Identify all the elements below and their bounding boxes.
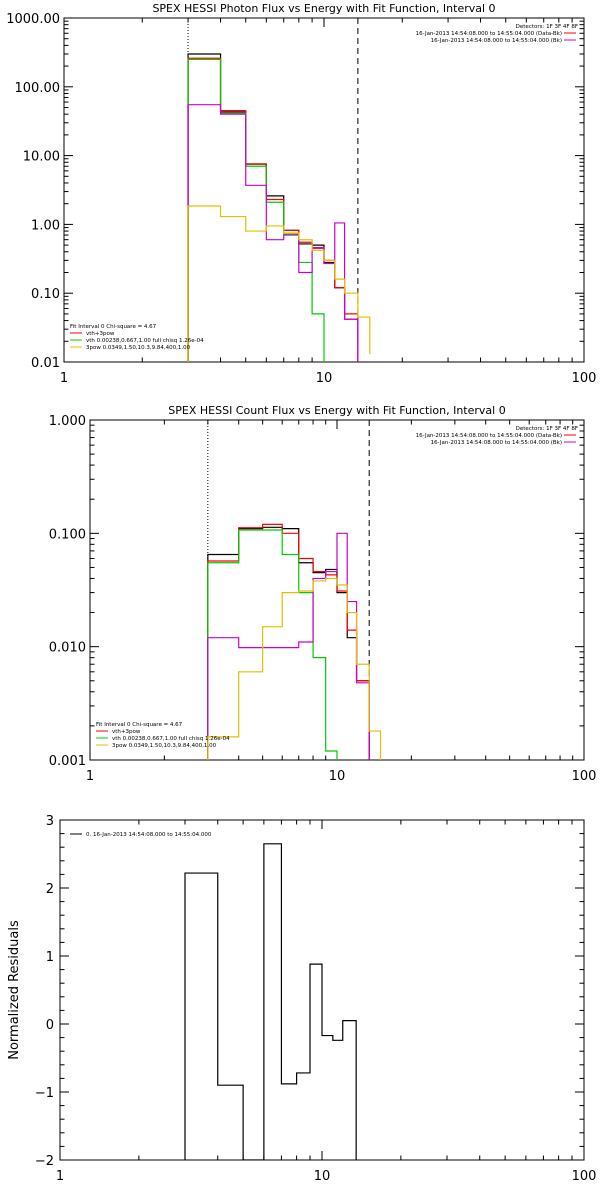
y-tick-label: 2 [46,882,54,897]
fit-interval-label: Fit Interval 0 Chi-square = 4.67 [96,722,183,728]
y-tick-label: 1 [46,950,54,965]
x-tick-label: 100 [572,769,597,784]
series-step-line-2 [207,523,370,760]
y-axis-label: Normalized Residuals [7,920,22,1060]
legend-left-entry: 3pow 0.0349,1.50,10.3,9.84,400,1.00 [112,743,217,749]
y-tick-label: −1 [35,1086,54,1101]
x-tick-label: 10 [329,769,346,784]
y-tick-label: 3 [46,814,54,829]
y-tick-label: 100.00 [15,81,61,96]
series-step-line-5 [187,205,371,362]
fit-interval-label: Fit Interval 0 Chi-square = 4.67 [70,324,157,330]
legend-right-entry: 16-Jan-2013 14:54:08.000 to 14:55:04.000… [431,38,562,44]
series-step-line-2 [187,57,359,362]
x-tick-label: 100 [572,1169,597,1184]
legend-left-entry: 3pow 0.0349,1.50,10.3,9.84,400,1.00 [86,345,191,351]
y-tick-label: 1.000 [49,414,86,429]
x-tick-label: 1 [86,769,94,784]
x-tick-label: 10 [316,371,333,386]
chart-title: SPEX HESSI Photon Flux vs Energy with Fi… [152,2,495,15]
chart-panel-2: SPEX HESSI Count Flux vs Energy with Fit… [49,404,597,784]
legend-left-entry: 0. 16-Jan-2013 14:54:08.000 to 14:55:04.… [86,832,212,838]
series-step-line-3 [207,529,338,760]
x-tick-label: 100 [572,371,597,386]
y-tick-label: 0.100 [49,527,86,542]
series-group [187,53,371,362]
axes-frame [63,17,585,363]
y-tick-label: 10.00 [23,150,60,165]
y-tick-label: −2 [35,1154,54,1169]
x-tick-label: 10 [314,1169,331,1184]
legend-right-entry: 16-Jan-2013 14:54:08.000 to 14:55:04.000… [416,31,562,37]
series-step-line-1 [184,843,357,1160]
legend-left-entry: vth 0.00238,0.667,1.00 full chisq 1.26e-… [86,338,204,344]
legend-right-entry: 16-Jan-2013 14:54:08.000 to 14:55:04.000… [431,440,562,446]
series-step-line-5 [207,577,382,760]
legend-right-entry: 16-Jan-2013 14:54:08.000 to 14:55:04.000… [416,433,562,439]
legend-left-entry: vth+3pow [86,331,115,337]
chart-panel-1: SPEX HESSI Photon Flux vs Energy with Fi… [6,2,596,386]
series-step-line-1 [187,53,359,362]
y-tick-label: 0.010 [49,641,86,656]
y-tick-label: 1000.00 [6,12,60,27]
y-tick-label: 0.10 [31,287,60,302]
series-step-line-3 [187,58,325,362]
series-step-line-4 [187,104,359,362]
x-tick-label: 1 [56,1169,64,1184]
y-tick-label: 0 [46,1018,54,1033]
y-tick-label: 1.00 [31,218,60,233]
series-group [184,843,357,1160]
detectors-label: Detectors: 1F 3F 4F 8F [516,24,578,30]
y-tick-label: 0.01 [31,356,60,371]
legend-left-entry: vth 0.00238,0.667,1.00 full chisq 1.26e-… [112,736,230,742]
series-step-line-4 [207,532,370,760]
y-tick-label: 0.001 [49,754,86,769]
chart-panel-3: 1 10 100 −2 −1 0 1 2 3 Normalized Residuals 0. 16-… [7,814,596,1184]
series-group [207,523,382,760]
chart-title: SPEX HESSI Count Flux vs Energy with Fit… [168,404,505,417]
legend-left-entry: vth+3pow [112,729,141,735]
x-tick-label: 1 [60,371,68,386]
detectors-label: Detectors: 1F 3F 4F 8F [516,426,578,432]
